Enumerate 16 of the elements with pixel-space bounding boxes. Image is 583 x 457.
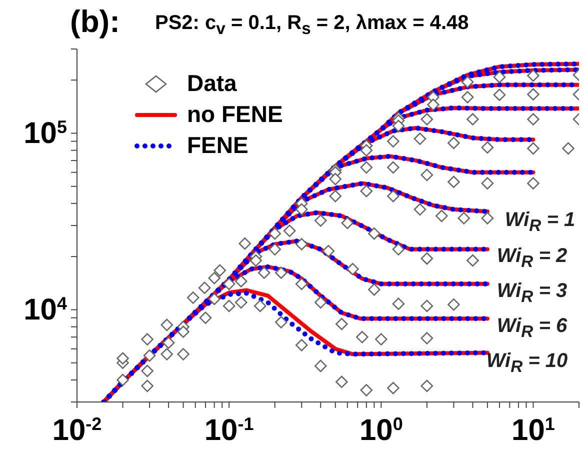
x-tick-label: 10$^{1}$ — [512, 414, 555, 447]
annotation: Wi$_{R}$ = 2 — [496, 244, 568, 273]
annotation: Wi$_{R}$ = 3 — [496, 279, 568, 308]
x-tick-label: 10$^{-1}$ — [204, 414, 254, 447]
y-tick-label: 10$^{4}$ — [24, 294, 67, 327]
chart-subtitle: PS2: c$_{v}$ = 0.1, R$_{s}$ = 2, λmax = 4.48 — [155, 12, 469, 39]
x-tick-label: 10$^{-2}$ — [52, 414, 102, 447]
chart-title: (b): — [70, 4, 120, 40]
annotation: Wi$_{R}$ = 10 — [485, 349, 569, 378]
legend-label: Data — [187, 70, 237, 97]
x-tick-label: 10$^{0}$ — [359, 414, 403, 447]
annotation: Wi$_{R}$ = 6 — [496, 314, 568, 343]
y-tick-label: 10$^{5}$ — [24, 117, 67, 150]
annotation: Wi$_{R}$ = 1 — [504, 208, 576, 237]
legend-label: no FENE — [187, 101, 283, 128]
legend-label: FENE — [187, 132, 248, 159]
